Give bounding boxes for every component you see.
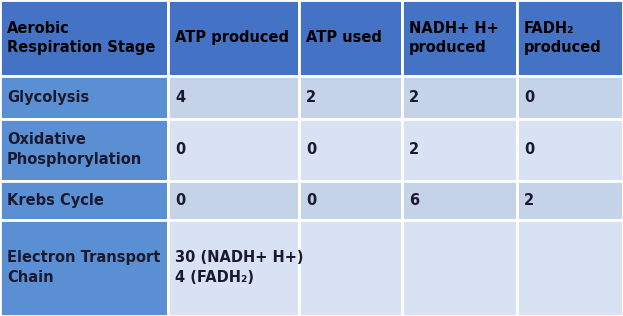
Bar — [0, 0, 168, 76]
Text: Oxidative
Phosphorylation: Oxidative Phosphorylation — [7, 132, 142, 167]
Bar — [0, 181, 168, 220]
Text: ATP used: ATP used — [306, 30, 382, 46]
Bar — [299, 181, 402, 220]
Text: FADH₂
produced: FADH₂ produced — [524, 21, 602, 55]
Text: Glycolysis: Glycolysis — [7, 90, 89, 105]
Text: 2: 2 — [524, 193, 534, 208]
Bar — [402, 118, 517, 181]
Bar — [299, 0, 402, 76]
Bar — [517, 0, 623, 76]
Bar — [168, 118, 299, 181]
Bar — [517, 76, 623, 118]
Bar — [168, 76, 299, 118]
Text: 0: 0 — [524, 90, 535, 105]
Text: 0: 0 — [524, 143, 535, 157]
Bar — [517, 181, 623, 220]
Text: 4: 4 — [175, 90, 185, 105]
Bar — [168, 0, 299, 76]
Bar — [168, 220, 299, 316]
Text: 2: 2 — [409, 90, 419, 105]
Text: 2: 2 — [409, 143, 419, 157]
Bar — [402, 76, 517, 118]
Bar — [402, 181, 517, 220]
Bar — [0, 76, 168, 118]
Bar — [299, 76, 402, 118]
Text: 6: 6 — [409, 193, 419, 208]
Text: 0: 0 — [306, 193, 316, 208]
Bar — [168, 181, 299, 220]
Bar — [517, 220, 623, 316]
Bar — [299, 220, 402, 316]
Bar — [0, 220, 168, 316]
Bar — [402, 220, 517, 316]
Text: 30 (NADH+ H+)
4 (FADH₂): 30 (NADH+ H+) 4 (FADH₂) — [175, 251, 303, 285]
Text: Krebs Cycle: Krebs Cycle — [7, 193, 104, 208]
Text: Electron Transport
Chain: Electron Transport Chain — [7, 251, 160, 285]
Text: Aerobic
Respiration Stage: Aerobic Respiration Stage — [7, 21, 155, 55]
Text: NADH+ H+
produced: NADH+ H+ produced — [409, 21, 498, 55]
Text: 0: 0 — [175, 193, 186, 208]
Text: ATP produced: ATP produced — [175, 30, 289, 46]
Bar — [299, 118, 402, 181]
Bar — [517, 118, 623, 181]
Bar — [0, 118, 168, 181]
Text: 2: 2 — [306, 90, 316, 105]
Text: 0: 0 — [175, 143, 186, 157]
Bar — [402, 0, 517, 76]
Text: 0: 0 — [306, 143, 316, 157]
